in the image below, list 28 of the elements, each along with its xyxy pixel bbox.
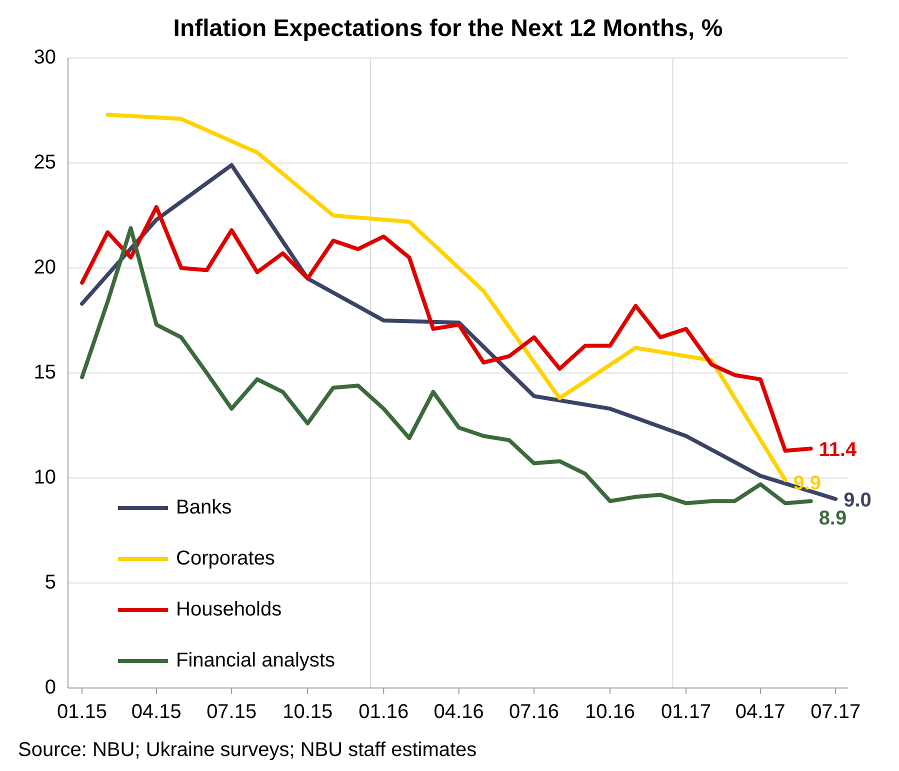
x-tick-label: 04.15 [131, 701, 182, 723]
data-label: 11.4 [818, 438, 858, 461]
line-series [80, 205, 813, 453]
x-tick-label: 01.17 [661, 701, 712, 723]
y-tick-label: 5 [44, 571, 56, 594]
y-tick-label: 20 [34, 256, 56, 278]
x-tick-label: 10.16 [585, 701, 636, 723]
y-tick-label: 15 [34, 361, 56, 384]
y-tick-label: 0 [44, 676, 56, 698]
x-tick-label: 01.15 [57, 701, 108, 723]
x-tick-label: 10.15 [282, 701, 333, 723]
x-tick-label: 04.16 [434, 701, 484, 723]
legend-label: Households [176, 598, 282, 620]
y-tick-label: 10 [34, 466, 56, 488]
chart-title: Inflation Expectations for the Next 12 Months, % [173, 15, 723, 42]
legend-label: Corporates [176, 547, 275, 570]
x-tick-label: 04.17 [735, 701, 786, 723]
line-series [106, 112, 788, 482]
source-note: Source: NBU; Ukraine surveys; NBU staff estimates [18, 739, 477, 761]
x-tick-label: 07.15 [206, 701, 257, 723]
y-tick-label: 30 [34, 46, 56, 68]
x-tick-label: 07.16 [508, 701, 560, 723]
legend-label: Financial analysts [176, 649, 335, 672]
legend-label: Banks [176, 496, 232, 518]
y-tick-label: 25 [34, 151, 56, 174]
x-tick-label: 01.16 [358, 701, 409, 723]
x-tick-label: 07.17 [810, 701, 861, 723]
data-label: 9.9 [793, 472, 822, 494]
